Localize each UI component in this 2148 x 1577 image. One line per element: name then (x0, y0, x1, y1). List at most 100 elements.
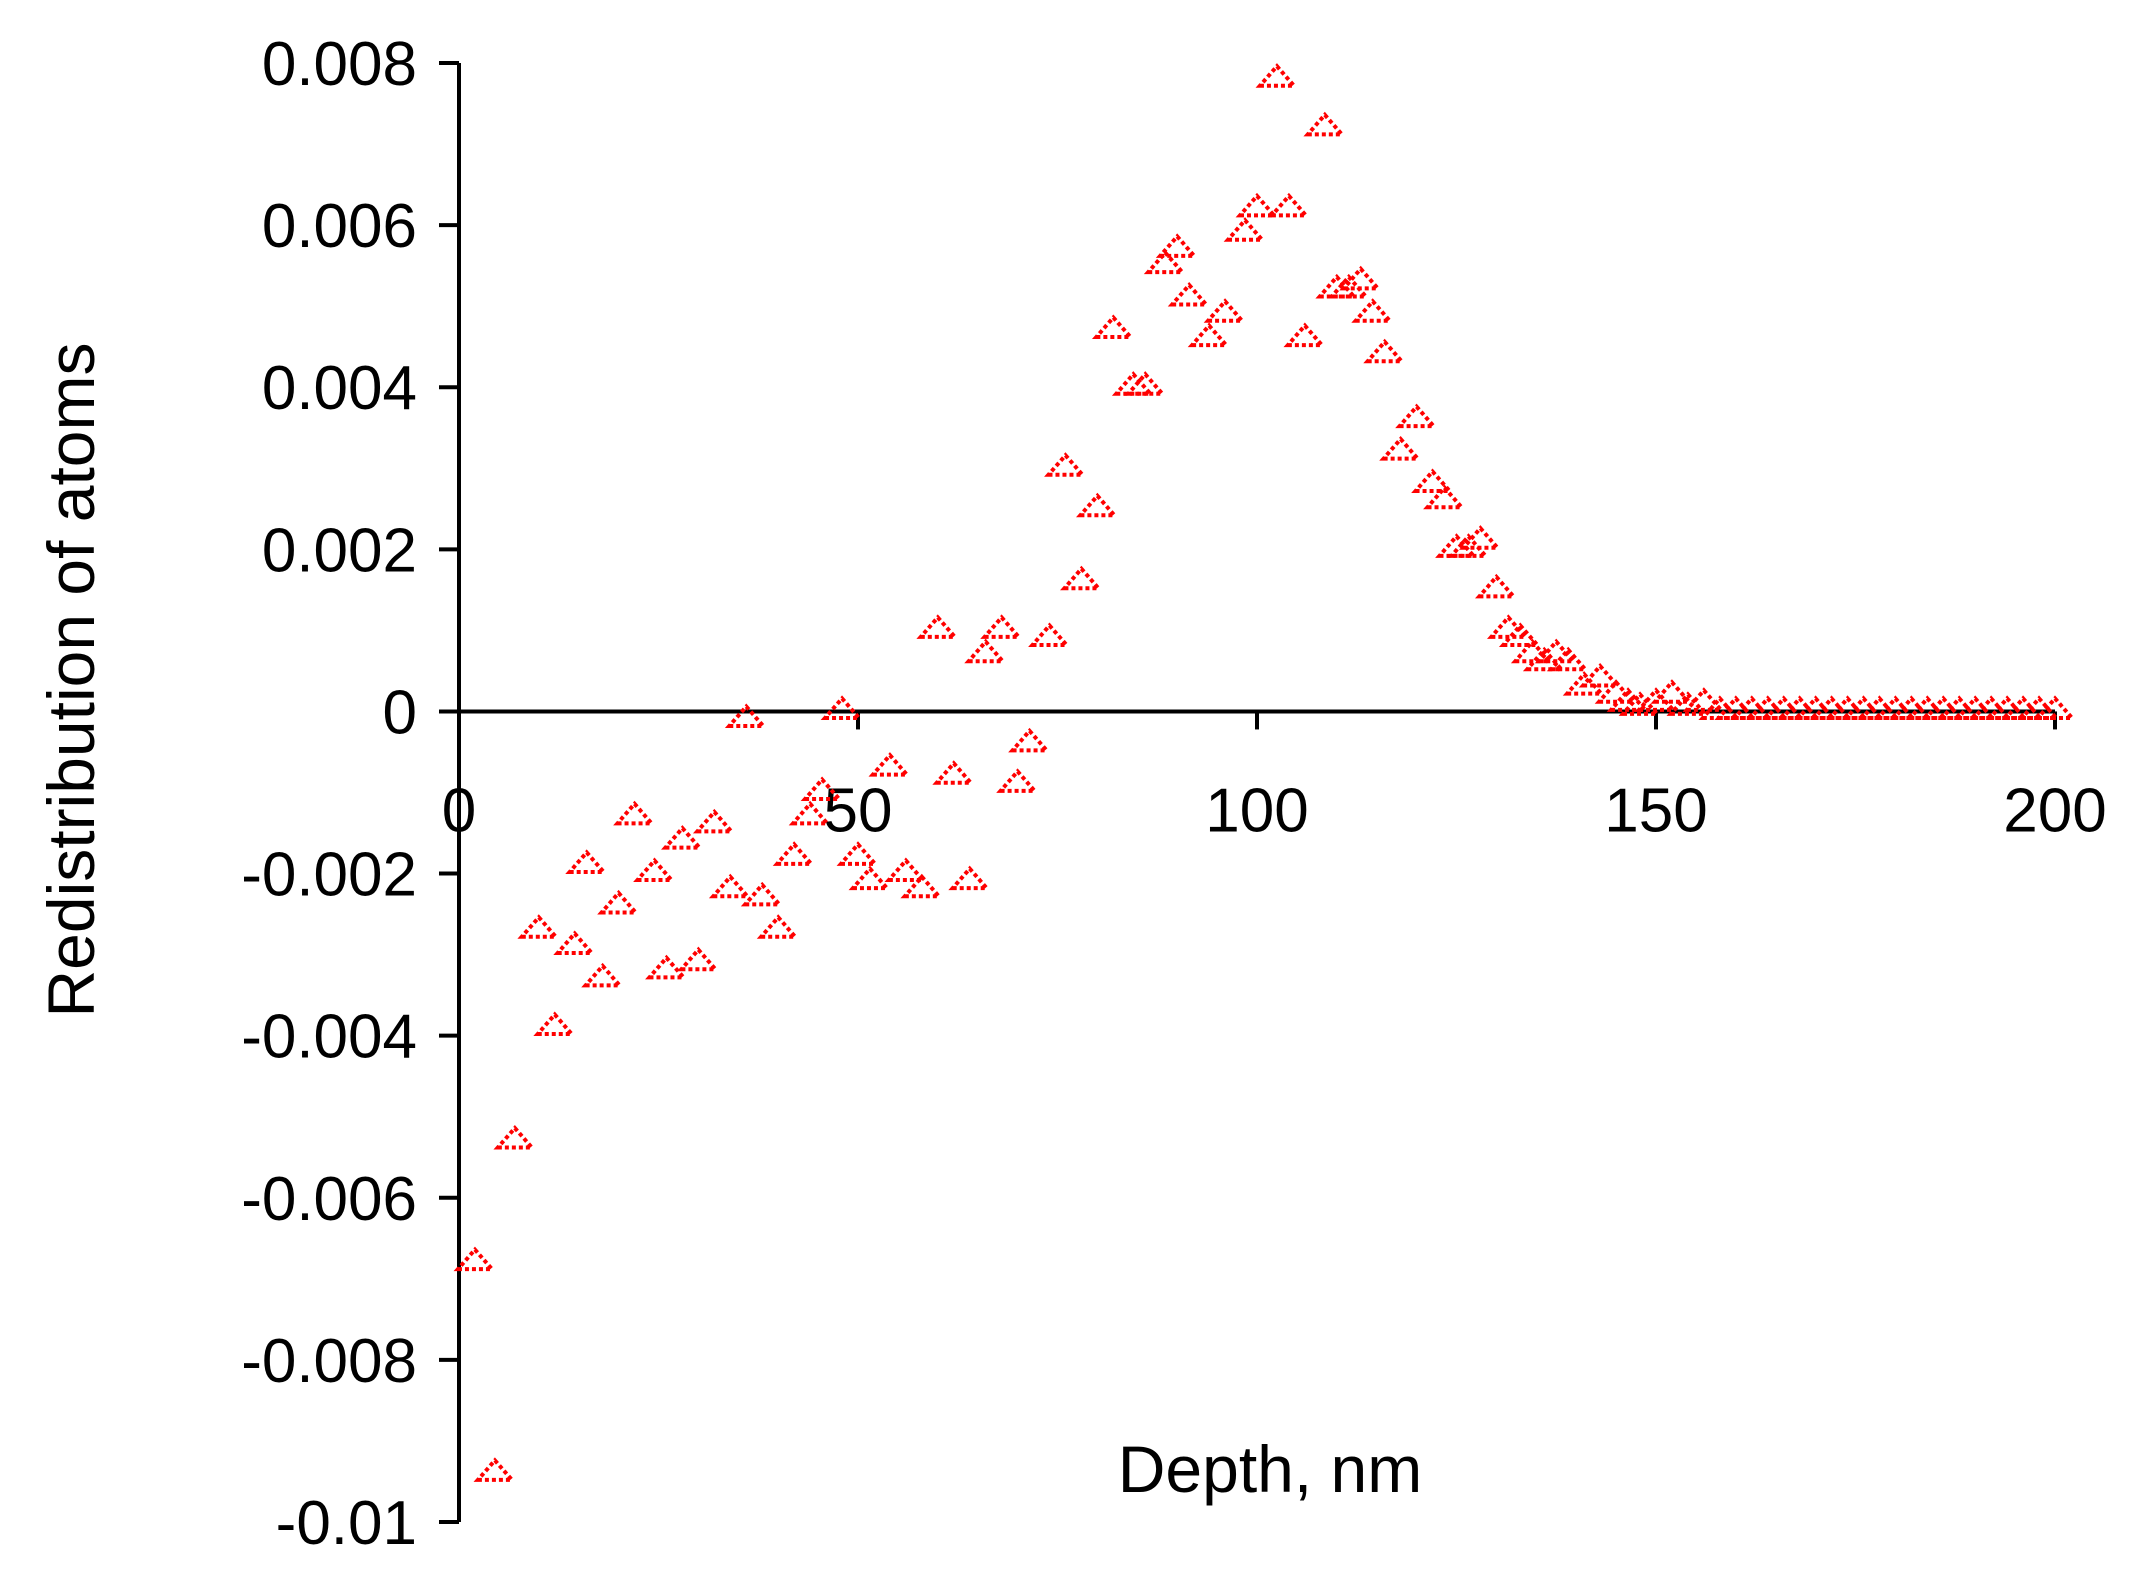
data-point (1091, 314, 1135, 339)
data-point (900, 873, 944, 899)
data-point (1203, 298, 1247, 323)
data-point (772, 841, 816, 866)
data-points (453, 63, 2077, 1482)
data-point (1283, 322, 1327, 348)
data-point (1395, 403, 1438, 429)
data-point (1423, 484, 1466, 510)
data-point (800, 776, 844, 801)
y-tick-label: 0.002 (262, 516, 417, 585)
data-point (493, 1124, 537, 1150)
data-point (1255, 63, 1299, 88)
data-point (613, 800, 656, 826)
data-point (1060, 565, 1103, 591)
data-point (948, 865, 992, 891)
data-point (1578, 662, 1622, 688)
data-point (724, 703, 768, 729)
x-tick-label: 150 (1604, 776, 1707, 845)
data-point (645, 954, 688, 980)
data-point (1634, 687, 1678, 712)
data-point (1143, 249, 1187, 275)
data-point (1475, 573, 1518, 599)
y-tick-label: 0.008 (262, 30, 417, 99)
data-point (932, 760, 976, 785)
y-tick-label: -0.01 (276, 1489, 417, 1558)
data-point (1594, 679, 1638, 704)
data-point (1315, 273, 1359, 299)
data-point (1650, 679, 1694, 704)
data-point (756, 914, 800, 939)
data-point (553, 930, 597, 956)
data-point (473, 1457, 517, 1482)
data-point (1339, 265, 1383, 291)
data-point (1167, 282, 1211, 307)
x-tick-label: 50 (824, 776, 893, 845)
data-point (1379, 436, 1423, 461)
y-tick-label: -0.002 (241, 841, 417, 910)
data-point (1459, 525, 1502, 550)
data-point (1498, 622, 1542, 647)
data-point (1044, 452, 1087, 477)
data-point (1618, 691, 1662, 716)
x-tick-label: 0 (442, 776, 476, 845)
data-point (1363, 338, 1407, 364)
data-point (633, 857, 676, 883)
data-point (1682, 687, 1726, 712)
data-point (1562, 671, 1606, 696)
data-point (1411, 468, 1454, 493)
data-point (996, 768, 1039, 793)
data-point (1666, 691, 1710, 716)
data-point (1155, 233, 1199, 258)
data-point (453, 1246, 497, 1272)
x-tick-label: 100 (1205, 776, 1308, 845)
data-point (581, 962, 625, 988)
data-point (1076, 492, 1119, 518)
data-point (964, 638, 1008, 664)
data-point (980, 614, 1024, 639)
y-tick-label: 0.006 (262, 192, 417, 261)
data-point (836, 841, 880, 866)
data-point (1486, 614, 1530, 639)
data-point (1123, 371, 1167, 396)
data-point (916, 614, 960, 639)
x-tick-label: 200 (2003, 776, 2106, 845)
data-point (1028, 622, 1071, 647)
y-axis-title: Redistribution of atoms (34, 343, 108, 1018)
data-point (517, 914, 561, 939)
x-axis-title: Depth, nm (1118, 1432, 1422, 1506)
x-ticks: 0 50 100 150 200 (442, 711, 2107, 845)
data-point (1111, 371, 1155, 396)
data-point (1534, 638, 1578, 664)
data-point (884, 857, 928, 883)
data-point (1223, 217, 1267, 242)
y-ticks: 0.008 0.006 0.004 0.002 0 -0.002 -0.004 -0.006 -… (241, 30, 459, 1558)
data-point (1351, 298, 1395, 323)
data-point (1522, 646, 1566, 672)
data-point (740, 881, 784, 907)
data-point (677, 946, 720, 972)
data-point (1447, 533, 1490, 558)
data-point (1303, 111, 1347, 137)
y-tick-label: -0.008 (241, 1327, 417, 1396)
data-point (1327, 273, 1371, 299)
data-point (1435, 533, 1478, 558)
data-point (1235, 192, 1279, 218)
y-tick-label: -0.006 (241, 1165, 417, 1234)
data-point (661, 825, 704, 850)
data-point (1008, 727, 1051, 753)
data-point (692, 808, 736, 834)
data-point (597, 889, 640, 915)
data-point (1510, 638, 1554, 664)
data-point (708, 873, 752, 899)
data-point (1267, 192, 1311, 218)
data-point (848, 865, 892, 891)
data-point (820, 695, 864, 720)
data-point (788, 800, 832, 826)
data-point (2033, 695, 2077, 720)
data-point (533, 1011, 577, 1037)
data-point (1546, 646, 1590, 672)
data-point (868, 752, 912, 777)
data-point (1187, 322, 1231, 348)
data-point (565, 849, 609, 874)
y-tick-label: 0.004 (262, 354, 417, 423)
